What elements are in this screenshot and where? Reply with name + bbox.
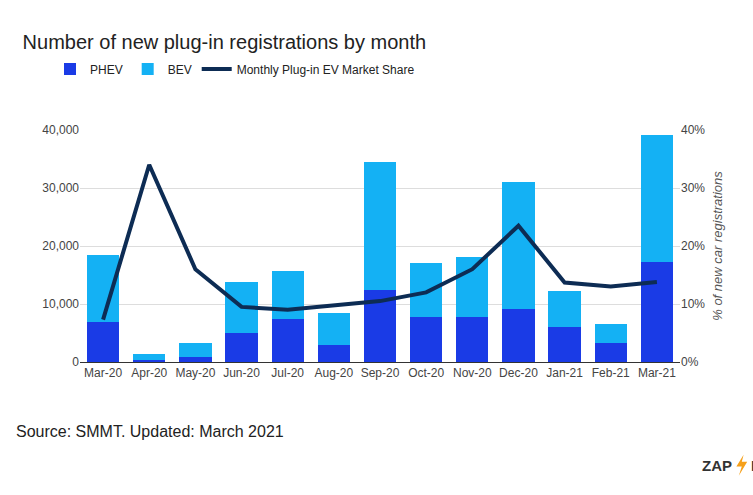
svg-text:Jan-21: Jan-21 [546, 366, 583, 380]
svg-text:MAP: MAP [751, 457, 753, 474]
svg-text:ZAP: ZAP [702, 457, 732, 474]
svg-text:40,000: 40,000 [42, 123, 79, 137]
svg-text:Monthly Plug-in EV Market Shar: Monthly Plug-in EV Market Share [237, 63, 415, 77]
svg-text:10%: 10% [681, 297, 705, 311]
svg-text:Mar-21: Mar-21 [638, 366, 676, 380]
svg-text:BEV: BEV [168, 63, 192, 77]
svg-text:0: 0 [72, 355, 79, 369]
svg-text:30,000: 30,000 [42, 181, 79, 195]
svg-text:Nov-20: Nov-20 [453, 366, 492, 380]
svg-text:% of new car registrations: % of new car registrations [710, 171, 725, 321]
svg-text:0%: 0% [681, 355, 699, 369]
svg-text:Number of new plug-in registra: Number of new plug-in registrations by m… [23, 31, 427, 53]
svg-text:20,000: 20,000 [42, 239, 79, 253]
svg-text:30%: 30% [681, 181, 705, 195]
svg-text:Jul-20: Jul-20 [271, 366, 304, 380]
svg-text:Dec-20: Dec-20 [499, 366, 538, 380]
svg-text:Feb-21: Feb-21 [592, 366, 630, 380]
svg-text:PHEV: PHEV [90, 63, 123, 77]
svg-text:20%: 20% [681, 239, 705, 253]
svg-text:Oct-20: Oct-20 [408, 366, 444, 380]
svg-text:Apr-20: Apr-20 [131, 366, 167, 380]
svg-text:Source: SMMT. Updated: March 2: Source: SMMT. Updated: March 2021 [16, 423, 284, 440]
svg-text:May-20: May-20 [175, 366, 215, 380]
svg-text:Aug-20: Aug-20 [314, 366, 353, 380]
svg-text:Mar-20: Mar-20 [84, 366, 122, 380]
svg-text:10,000: 10,000 [42, 297, 79, 311]
svg-text:Sep-20: Sep-20 [361, 366, 400, 380]
svg-text:40%: 40% [681, 123, 705, 137]
svg-text:Jun-20: Jun-20 [223, 366, 260, 380]
